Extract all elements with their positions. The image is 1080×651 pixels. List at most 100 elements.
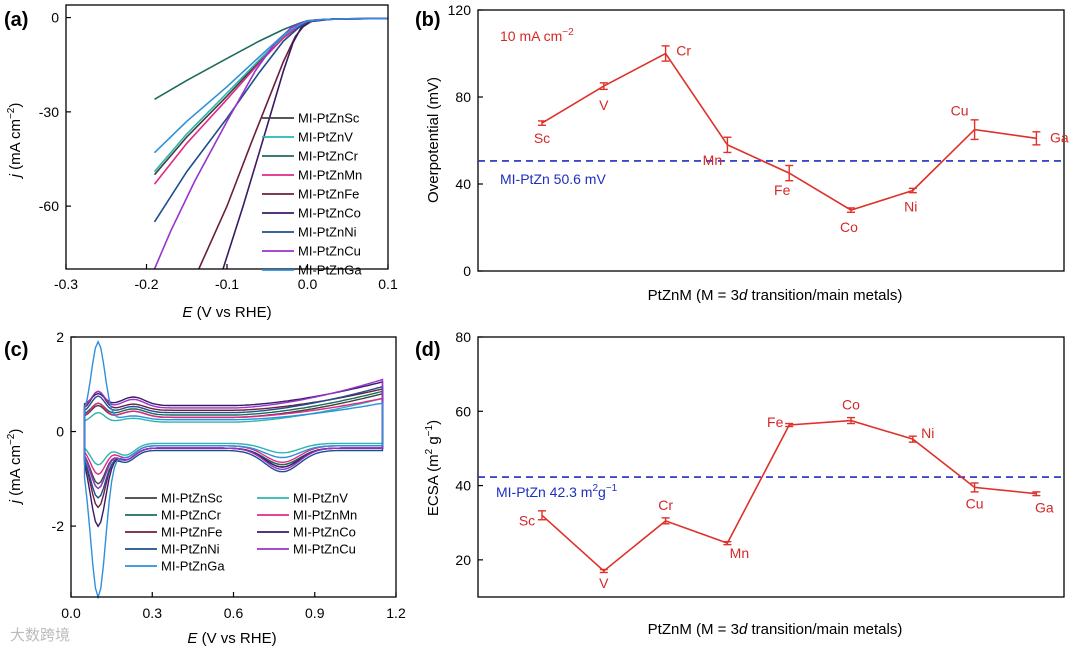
cv-curve-mi-ptznni — [83, 385, 384, 499]
x-tick-label: 0.0 — [298, 276, 318, 292]
panel-c-ticks: 0.0 0.3 0.6 0.9 1.2 2 0 -2 — [52, 329, 406, 621]
panel-a-y-axis-label: j (mA cm−2) — [6, 103, 24, 180]
panel-b-y-axis-label: Overpotential (mV) — [425, 77, 442, 203]
x-tick-label: 0.3 — [143, 605, 163, 621]
series-line — [541, 419, 1037, 573]
panel-c-curves — [83, 339, 384, 600]
legend-label-mi-ptznga: MI-PtZnGa — [298, 263, 362, 278]
y-tick-label: 0 — [56, 424, 64, 440]
point-label-co: Co — [842, 397, 860, 413]
legend-label-mi-ptznco: MI-PtZnCo — [293, 525, 356, 540]
cv-curve-mi-ptznga — [83, 339, 384, 600]
curve-mi-ptzncr — [154, 17, 388, 100]
point-label-mn: Mn — [730, 545, 749, 561]
panel-b-axes-frame — [477, 9, 1065, 272]
point-label-cr: Cr — [658, 497, 673, 513]
legend-label-mi-ptznfe: MI-PtZnFe — [161, 525, 222, 540]
panel-c-x-axis-label: E (V vs RHE) — [187, 630, 276, 647]
reference-label: MI-PtZn 50.6 mV — [500, 171, 606, 187]
panel-d-axes-frame — [477, 336, 1065, 598]
legend-label-mi-ptznmn: MI-PtZnMn — [298, 168, 362, 183]
panel-d-ticks: 20 40 60 80 — [455, 329, 483, 568]
x-tick-label: 0.0 — [61, 605, 81, 621]
panel-b-annotation: 10 mA cm−2 — [500, 27, 574, 44]
legend-label-mi-ptznv: MI-PtZnV — [298, 130, 353, 145]
panel-c-label: (c) — [4, 339, 28, 361]
y-tick-label: -2 — [52, 518, 65, 534]
panel-a-legend: MI-PtZnSc MI-PtZnV MI-PtZnCr MI-PtZnMn MI-Pt… — [262, 111, 362, 278]
y-tick-label: 80 — [455, 329, 471, 345]
panel-d-label: (d) — [415, 339, 441, 361]
panel-c-y-axis-label: j (mA cm−2) — [6, 429, 24, 506]
legend-label-mi-ptznco: MI-PtZnCo — [298, 206, 361, 221]
point-label-ni: Ni — [921, 425, 934, 441]
y-tick-label: 60 — [455, 403, 471, 419]
panel-a: (a) -0.3 -0.2 -0.1 0.0 0.10-30-60 MI-PtZnScM… — [4, 4, 398, 321]
point-label-ni: Ni — [904, 199, 917, 215]
y-tick-label: 40 — [455, 176, 471, 192]
legend-label-mi-ptznsc: MI-PtZnSc — [298, 111, 360, 126]
reference-label: MI-PtZn 42.3 m2g−1 — [496, 483, 618, 500]
x-tick-label: -0.1 — [215, 276, 239, 292]
panel-d: (d) 20 40 60 80 MI-PtZn 42.3 m2g−1 Sc V Cr Mn F… — [415, 329, 1065, 638]
point-label-mn: Mn — [703, 152, 722, 168]
legend-label-mi-ptznni: MI-PtZnNi — [161, 542, 220, 557]
y-tick-label: 80 — [455, 89, 471, 105]
panel-a-ticks: -0.3 -0.2 -0.1 0.0 0.1 0 -30 -60 — [39, 10, 398, 292]
panel-b-x-axis-label: PtZnM (M = 3d transition/main metals) — [648, 287, 903, 304]
legend-label-mi-ptznv: MI-PtZnV — [293, 491, 348, 506]
y-tick-label: 0 — [463, 263, 471, 279]
legend-label-mi-ptznsc: MI-PtZnSc — [161, 491, 223, 506]
panel-c-legend: MI-PtZnSc MI-PtZnV MI-PtZnCr MI-PtZnMn MI-Pt… — [125, 491, 357, 574]
x-tick-label: 0.9 — [305, 605, 325, 621]
x-tick-label: -0.2 — [134, 276, 158, 292]
panel-d-series: Sc V Cr Mn Fe Co Ni Cu Ga — [519, 397, 1054, 591]
point-label-fe: Fe — [774, 182, 791, 198]
point-label-sc: Sc — [534, 130, 550, 146]
point-label-ga: Ga — [1050, 129, 1069, 145]
legend-label-mi-ptzncu: MI-PtZnCu — [293, 542, 356, 557]
panel-b-reference: MI-PtZn 50.6 mV — [478, 160, 1064, 187]
x-tick-label: 1.2 — [386, 605, 406, 621]
legend-label-mi-ptzncr: MI-PtZnCr — [161, 508, 222, 523]
y-tick-label: 0 — [51, 10, 59, 26]
y-tick-label: -60 — [39, 198, 59, 214]
legend-label-mi-ptznni: MI-PtZnNi — [298, 225, 357, 240]
curve-mi-ptznga — [153, 17, 388, 154]
point-label-cu: Cu — [951, 103, 969, 119]
panel-d-reference: MI-PtZn 42.3 m2g−1 — [478, 476, 1064, 500]
watermark: 大数跨境 — [10, 626, 70, 644]
x-tick-label: 0.6 — [224, 605, 244, 621]
panel-a-label: (a) — [4, 9, 28, 31]
point-label-v: V — [599, 97, 609, 113]
legend-label-mi-ptznmn: MI-PtZnMn — [293, 508, 357, 523]
point-label-v: V — [599, 575, 609, 591]
panel-b: (b) 0 40 80 120 MI-PtZn 50.6 mV Sc V Cr Mn Fe Co… — [415, 2, 1069, 304]
panel-b-ticks: 0 40 80 120 — [448, 2, 483, 279]
y-tick-label: 120 — [448, 2, 472, 18]
point-label-sc: Sc — [519, 512, 535, 528]
y-tick-label: -30 — [39, 104, 59, 120]
x-tick-label: -0.3 — [54, 276, 78, 292]
point-label-fe: Fe — [767, 414, 784, 430]
y-tick-label: 40 — [455, 478, 471, 494]
panel-d-x-axis-label: PtZnM (M = 3d transition/main metals) — [648, 621, 903, 638]
panel-a-x-axis-label: E (V vs RHE) — [182, 304, 271, 321]
panel-d-y-axis-label: ECSA (m2 g−1) — [424, 420, 442, 516]
point-label-ga: Ga — [1035, 500, 1054, 516]
x-tick-label: 0.1 — [378, 276, 398, 292]
panel-b-label: (b) — [415, 9, 441, 31]
y-tick-label: 20 — [455, 552, 471, 568]
panel-c-axes-frame — [70, 336, 397, 598]
legend-label-mi-ptzncr: MI-PtZnCr — [298, 149, 359, 164]
point-label-co: Co — [840, 219, 858, 235]
panel-b-series: Sc V Cr Mn Fe Co Ni Cu Ga — [534, 43, 1069, 236]
y-tick-label: 2 — [56, 329, 64, 345]
panel-a-curves — [153, 17, 388, 269]
legend-label-mi-ptznfe: MI-PtZnFe — [298, 187, 359, 202]
cv-curve-mi-ptzncu — [83, 378, 384, 490]
point-label-cu: Cu — [966, 495, 984, 511]
panel-c: (c) 0.0 0.3 0.6 0.9 1.220-2 MI-PtZnSc MI-PtZn… — [4, 329, 406, 647]
legend-label-mi-ptzncu: MI-PtZnCu — [298, 244, 361, 259]
